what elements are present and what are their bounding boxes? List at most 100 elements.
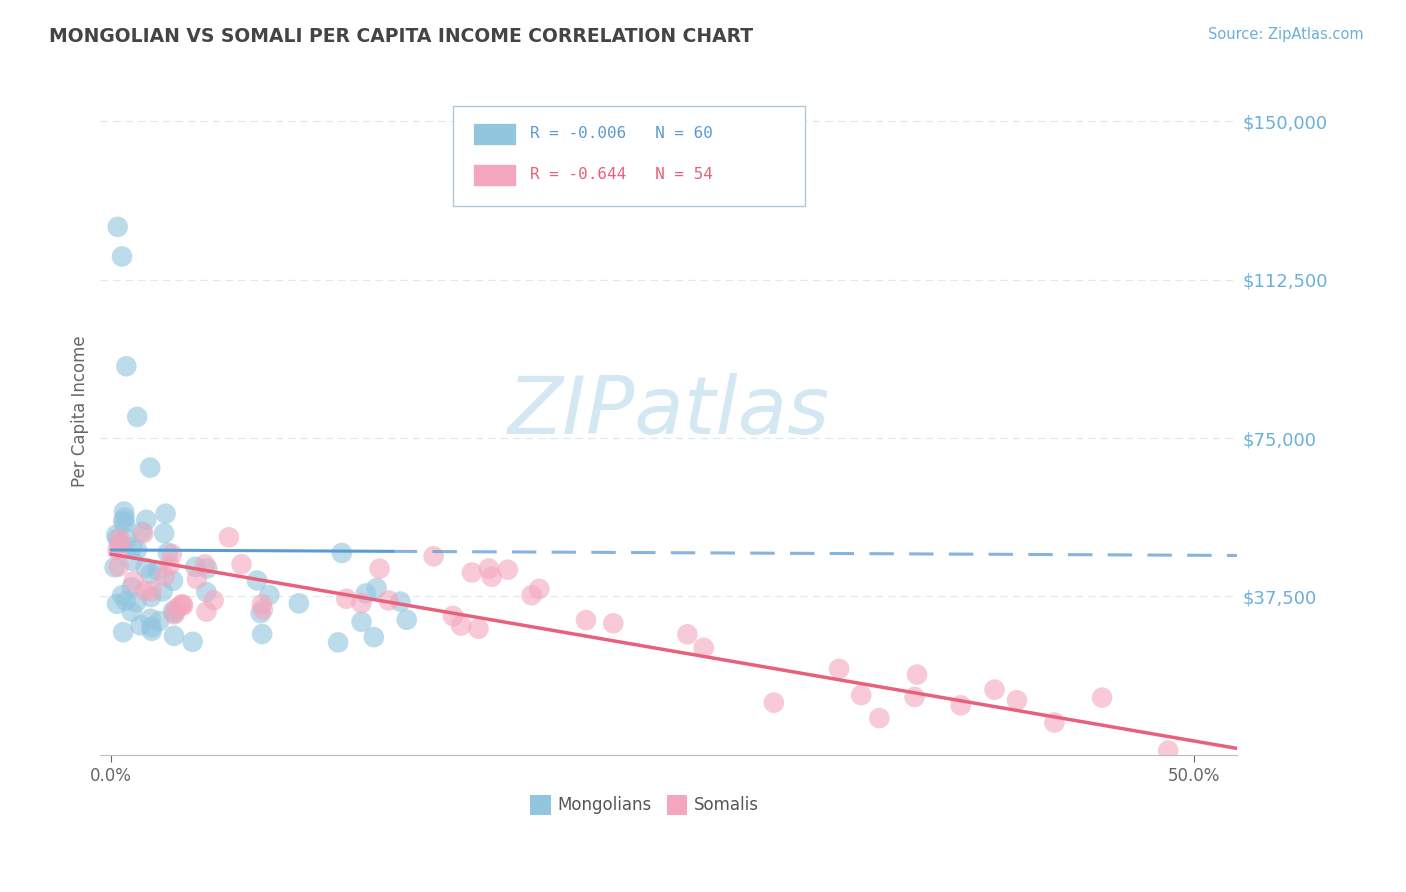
Point	[186, 572, 208, 586]
Point	[115, 594, 138, 608]
Point	[395, 613, 418, 627]
Point	[903, 690, 925, 704]
Point	[163, 606, 186, 620]
Point	[170, 598, 193, 612]
Point	[105, 597, 128, 611]
Point	[693, 640, 716, 655]
Point	[350, 615, 373, 629]
Point	[162, 604, 184, 618]
Point	[194, 558, 217, 572]
Point	[195, 585, 218, 599]
Point	[127, 409, 149, 424]
Point	[153, 526, 176, 541]
Point	[478, 561, 501, 575]
Point	[110, 536, 132, 550]
Point	[231, 558, 253, 572]
Point	[422, 549, 444, 564]
Point	[139, 566, 162, 581]
Point	[354, 586, 377, 600]
Point	[1091, 690, 1114, 705]
Point	[146, 564, 169, 578]
Text: R = -0.644   N = 54: R = -0.644 N = 54	[530, 168, 713, 182]
Point	[111, 250, 134, 264]
Point	[108, 532, 131, 546]
Text: Source: ZipAtlas.com: Source: ZipAtlas.com	[1208, 27, 1364, 42]
Point	[115, 359, 138, 374]
Point	[156, 546, 179, 560]
Point	[441, 609, 464, 624]
Text: Somalis: Somalis	[695, 796, 759, 814]
Point	[1005, 693, 1028, 707]
Point	[288, 596, 311, 610]
Point	[112, 514, 135, 528]
Point	[366, 581, 388, 595]
Point	[105, 528, 128, 542]
Point	[115, 532, 138, 546]
Point	[166, 601, 188, 615]
Point	[107, 559, 129, 574]
Point	[139, 612, 162, 626]
Point	[135, 513, 157, 527]
FancyBboxPatch shape	[453, 106, 806, 206]
Point	[129, 618, 152, 632]
Point	[602, 616, 624, 631]
Point	[575, 613, 598, 627]
Point	[496, 563, 519, 577]
Point	[195, 605, 218, 619]
Point	[108, 537, 131, 551]
Point	[481, 570, 503, 584]
FancyBboxPatch shape	[530, 796, 551, 814]
Point	[828, 662, 851, 676]
Point	[152, 584, 174, 599]
Point	[141, 624, 163, 638]
Point	[121, 580, 143, 594]
Point	[131, 524, 153, 539]
Point	[377, 593, 399, 607]
Point	[326, 635, 349, 649]
Point	[141, 584, 163, 599]
Point	[330, 546, 353, 560]
Point	[529, 582, 551, 596]
Point	[121, 540, 143, 554]
Point	[250, 597, 273, 611]
Point	[983, 682, 1005, 697]
Point	[107, 219, 129, 234]
Point	[461, 566, 484, 580]
Point	[467, 622, 489, 636]
Y-axis label: Per Capita Income: Per Capita Income	[72, 336, 89, 487]
Point	[905, 667, 928, 681]
Point	[155, 507, 177, 521]
Point	[172, 597, 194, 611]
Point	[250, 627, 273, 641]
Point	[122, 574, 145, 589]
Point	[111, 588, 134, 602]
Point	[389, 595, 412, 609]
Point	[132, 526, 155, 541]
Point	[181, 635, 204, 649]
Point	[104, 560, 127, 574]
Point	[762, 696, 785, 710]
Point	[114, 510, 136, 524]
Point	[148, 614, 170, 628]
Point	[218, 530, 240, 544]
Text: Mongolians: Mongolians	[557, 796, 652, 814]
Text: R = -0.006   N = 60: R = -0.006 N = 60	[530, 126, 713, 141]
Text: MONGOLIAN VS SOMALI PER CAPITA INCOME CORRELATION CHART: MONGOLIAN VS SOMALI PER CAPITA INCOME CO…	[49, 27, 754, 45]
Point	[252, 602, 274, 616]
Point	[184, 559, 207, 574]
FancyBboxPatch shape	[474, 123, 516, 145]
Point	[162, 574, 184, 588]
Point	[949, 698, 972, 713]
Point	[139, 590, 162, 604]
Point	[160, 547, 183, 561]
FancyBboxPatch shape	[666, 796, 688, 814]
Point	[350, 596, 373, 610]
Point	[450, 618, 472, 632]
Point	[125, 595, 148, 609]
Point	[851, 688, 873, 702]
Point	[134, 583, 156, 598]
Point	[112, 625, 135, 640]
Point	[135, 561, 157, 575]
Point	[107, 542, 129, 557]
Point	[246, 574, 269, 588]
